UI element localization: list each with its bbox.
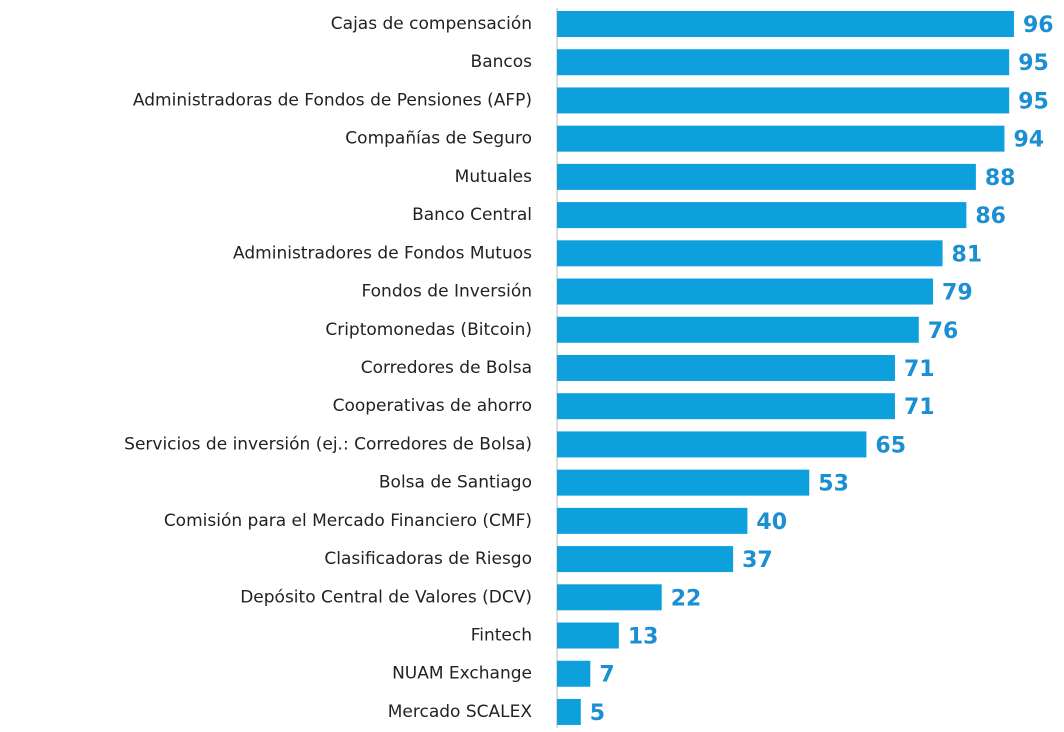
bar <box>557 507 748 534</box>
value-label: 95 <box>1018 51 1049 76</box>
bar <box>557 87 1010 114</box>
value-label: 65 <box>875 433 906 458</box>
value-label: 71 <box>904 395 935 420</box>
bar <box>557 278 934 305</box>
category-label: Fondos de Inversión <box>361 282 532 302</box>
value-label: 71 <box>904 357 935 382</box>
category-label: Mutuales <box>455 167 532 187</box>
bar <box>557 546 734 573</box>
value-label: 95 <box>1018 89 1049 114</box>
category-label: Banco Central <box>412 205 532 225</box>
bar <box>557 316 919 343</box>
value-label: 7 <box>599 663 614 688</box>
category-label: Administradores de Fondos Mutuos <box>233 243 532 263</box>
value-label: 5 <box>590 701 605 726</box>
value-label: 22 <box>671 586 702 611</box>
value-label: 79 <box>942 281 973 306</box>
category-label: Comisión para el Mercado Financiero (CMF… <box>164 511 532 531</box>
category-label: Compañías de Seguro <box>345 129 532 149</box>
value-label: 94 <box>1013 128 1044 153</box>
bar <box>557 49 1010 76</box>
bar <box>557 469 810 496</box>
category-label: Depósito Central de Valores (DCV) <box>240 587 532 607</box>
value-label: 81 <box>952 242 983 267</box>
value-label: 40 <box>756 510 787 535</box>
value-label: 13 <box>628 625 659 650</box>
bar <box>557 393 895 420</box>
category-label: Cajas de compensación <box>331 14 532 34</box>
category-label: Bolsa de Santiago <box>379 473 532 493</box>
bar <box>557 660 591 687</box>
bar <box>557 125 1005 152</box>
value-label: 96 <box>1023 13 1054 38</box>
value-label: 53 <box>818 472 849 497</box>
bar <box>557 240 943 267</box>
value-label: 86 <box>975 204 1006 229</box>
category-label: NUAM Exchange <box>392 664 532 684</box>
bar <box>557 431 867 458</box>
value-label: 88 <box>985 166 1016 191</box>
bar <box>557 584 662 611</box>
category-label: Mercado SCALEX <box>388 702 533 722</box>
bar <box>557 622 619 649</box>
category-label: Administradoras de Fondos de Pensiones (… <box>133 90 532 110</box>
category-label: Bancos <box>471 52 533 72</box>
category-label: Clasificadoras de Riesgo <box>324 549 532 569</box>
bar <box>557 698 581 725</box>
bar <box>557 11 1014 37</box>
category-label: Criptomonedas (Bitcoin) <box>325 320 532 340</box>
category-label: Cooperativas de ahorro <box>333 396 532 416</box>
category-label: Fintech <box>471 626 532 646</box>
bar <box>557 163 976 190</box>
value-label: 76 <box>928 319 959 344</box>
category-label: Corredores de Bolsa <box>361 358 532 378</box>
bar <box>557 202 967 229</box>
category-label: Servicios de inversión (ej.: Corredores … <box>124 434 532 454</box>
bar <box>557 354 895 381</box>
value-label: 37 <box>742 548 773 573</box>
